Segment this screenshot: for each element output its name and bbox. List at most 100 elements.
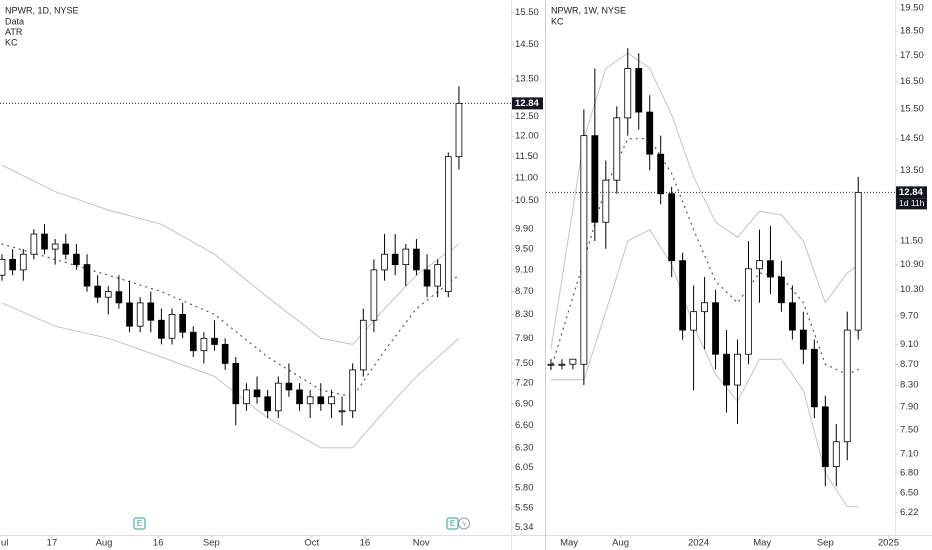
y-tick-label: 17.50 — [900, 50, 924, 61]
candle-body — [296, 389, 303, 405]
candle-body — [232, 363, 240, 405]
y-tick-label: 10.50 — [515, 195, 539, 206]
last-price-label: 12.84 — [899, 187, 923, 198]
y-tick-label: 11.50 — [900, 236, 923, 247]
y-tick-label: 7.90 — [515, 333, 534, 344]
x-tick-label: Nov — [413, 538, 430, 549]
y-tick-label: 15.50 — [515, 7, 539, 18]
candle-body — [73, 253, 80, 266]
candle-body — [777, 276, 785, 304]
y-tick-label: 19.50 — [900, 2, 924, 13]
y-tick-label: 7.50 — [900, 424, 919, 435]
y-tick-label: 9.50 — [515, 244, 534, 255]
candle-body — [126, 302, 133, 327]
candle-body — [558, 363, 566, 366]
y-tick-label: 5.80 — [515, 482, 534, 493]
candle-body — [391, 253, 399, 266]
x-tick-label: 17 — [47, 538, 58, 549]
candle-body — [569, 358, 577, 365]
svg-text:E: E — [450, 519, 455, 528]
candle-body — [434, 264, 442, 287]
candle-body — [306, 396, 314, 405]
candle-body — [756, 260, 763, 270]
candle-body — [158, 319, 165, 339]
candle-body — [370, 269, 378, 321]
event-icon[interactable]: E — [133, 517, 146, 530]
candle-body — [657, 153, 665, 195]
candle-body — [0, 258, 6, 276]
candle-body — [679, 260, 687, 331]
candle-body — [253, 389, 261, 398]
kc-upper — [1, 164, 460, 345]
candle-body — [359, 319, 367, 371]
candle-body — [712, 302, 719, 355]
candle-body — [444, 156, 452, 293]
x-tick-label: 2024 — [688, 538, 709, 549]
candle-body — [723, 353, 730, 386]
candle-body — [136, 302, 144, 327]
y-tick-label: 12.50 — [515, 111, 539, 122]
chart-title: NPWR, 1W, NYSE — [551, 5, 626, 15]
x-tick-label: Aug — [96, 538, 113, 549]
x-tick-label: May — [560, 538, 578, 549]
candle-body — [200, 337, 208, 352]
countdown-box — [896, 198, 927, 210]
candle-body — [41, 233, 48, 250]
y-tick-label: 16.50 — [900, 76, 924, 87]
candle-body — [455, 102, 463, 158]
chart-title: NPWR, 1D, NYSE — [5, 5, 79, 15]
y-tick-label: 5.56 — [515, 503, 534, 514]
y-tick-label: 8.70 — [515, 286, 534, 297]
candle-body — [624, 68, 632, 119]
y-tick-label: 8.70 — [900, 359, 919, 370]
legend-item: ATR — [5, 27, 23, 37]
x-tick-label: Oct — [304, 538, 319, 549]
y-tick-label: 10.90 — [900, 259, 924, 270]
candle-body — [580, 135, 588, 365]
candle-body — [423, 269, 431, 287]
candle-body — [115, 291, 123, 304]
kc-lower — [1, 302, 460, 449]
y-tick-label: 10.30 — [900, 284, 924, 295]
y-tick-label: 5.34 — [515, 522, 534, 533]
candle-body — [104, 291, 112, 298]
candle-body — [635, 68, 643, 113]
y-tick-label: 14.50 — [515, 39, 539, 50]
y-tick-label: 9.10 — [515, 264, 534, 275]
y-tick-label: 11.50 — [515, 151, 538, 162]
y-tick-label: 6.80 — [900, 468, 919, 479]
y-tick-label: 8.30 — [900, 380, 919, 391]
candle-body — [264, 396, 271, 412]
candle-body — [62, 243, 70, 255]
candle-body — [413, 248, 420, 271]
candle-body — [30, 233, 38, 255]
x-tick-label: ul — [1, 538, 8, 549]
candle-body — [349, 369, 356, 412]
candle-body — [745, 268, 752, 355]
event-icon[interactable]: E ϟ — [446, 517, 470, 530]
countdown: 1d 11h — [899, 198, 925, 208]
candle-body — [402, 248, 410, 266]
y-tick-label: 11.00 — [515, 173, 538, 184]
x-tick-label: Aug — [612, 538, 629, 549]
candle-body — [94, 285, 101, 298]
last-price-box — [896, 186, 927, 199]
y-tick-label: 14.50 — [900, 133, 924, 144]
y-tick-label: 7.20 — [515, 378, 534, 389]
candle-body — [274, 382, 282, 412]
x-tick-label: May — [753, 538, 771, 549]
candle-body — [179, 313, 186, 333]
candle-body — [51, 243, 59, 250]
candle-body — [317, 396, 325, 405]
plot — [547, 48, 862, 508]
x-tick-label: 2025 — [878, 538, 899, 549]
candle-body — [19, 253, 27, 271]
candle-body — [547, 363, 555, 366]
y-tick-label: 8.30 — [515, 309, 534, 320]
candle-body — [211, 337, 218, 345]
y-tick-label: 12.00 — [515, 131, 539, 142]
candle-body — [788, 302, 796, 331]
candle-body — [668, 193, 676, 262]
